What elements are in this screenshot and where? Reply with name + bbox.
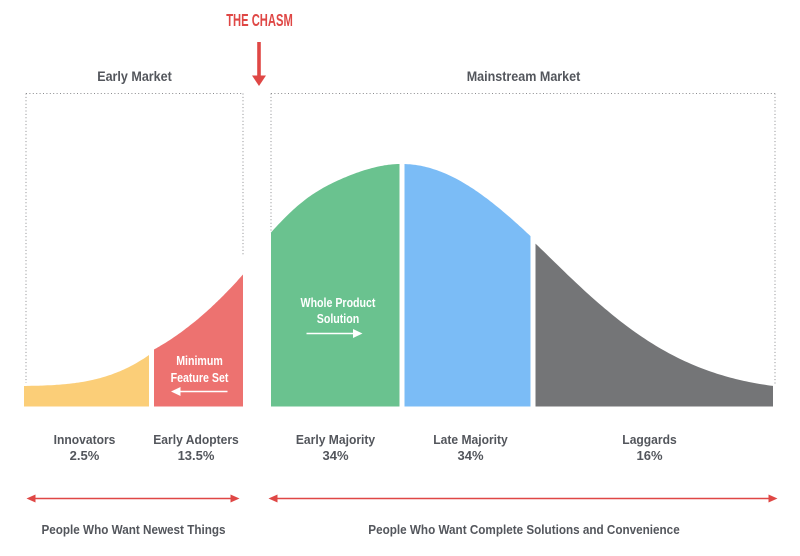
svg-text:16%: 16% (636, 448, 662, 463)
svg-text:Early Majority: Early Majority (296, 433, 375, 447)
svg-text:34%: 34% (322, 448, 348, 463)
svg-text:Early Market: Early Market (97, 69, 172, 85)
svg-text:2.5%: 2.5% (70, 448, 100, 463)
svg-text:Laggards: Laggards (622, 433, 676, 447)
svg-text:People Who Want Complete Solut: People Who Want Complete Solutions and C… (368, 522, 680, 537)
svg-text:13.5%: 13.5% (178, 448, 215, 463)
svg-text:Feature Set: Feature Set (171, 371, 229, 385)
svg-text:Early Adopters: Early Adopters (153, 433, 239, 447)
svg-text:THE CHASM: THE CHASM (226, 12, 293, 31)
svg-text:Minimum: Minimum (176, 354, 223, 368)
svg-text:Solution: Solution (317, 312, 359, 326)
svg-text:Late Majority: Late Majority (433, 433, 508, 447)
svg-text:Innovators: Innovators (54, 433, 116, 447)
svg-text:People Who Want Newest Things: People Who Want Newest Things (41, 522, 225, 537)
svg-text:Mainstream Market: Mainstream Market (467, 69, 581, 85)
svg-text:34%: 34% (457, 448, 483, 463)
svg-text:Whole Product: Whole Product (301, 296, 376, 310)
